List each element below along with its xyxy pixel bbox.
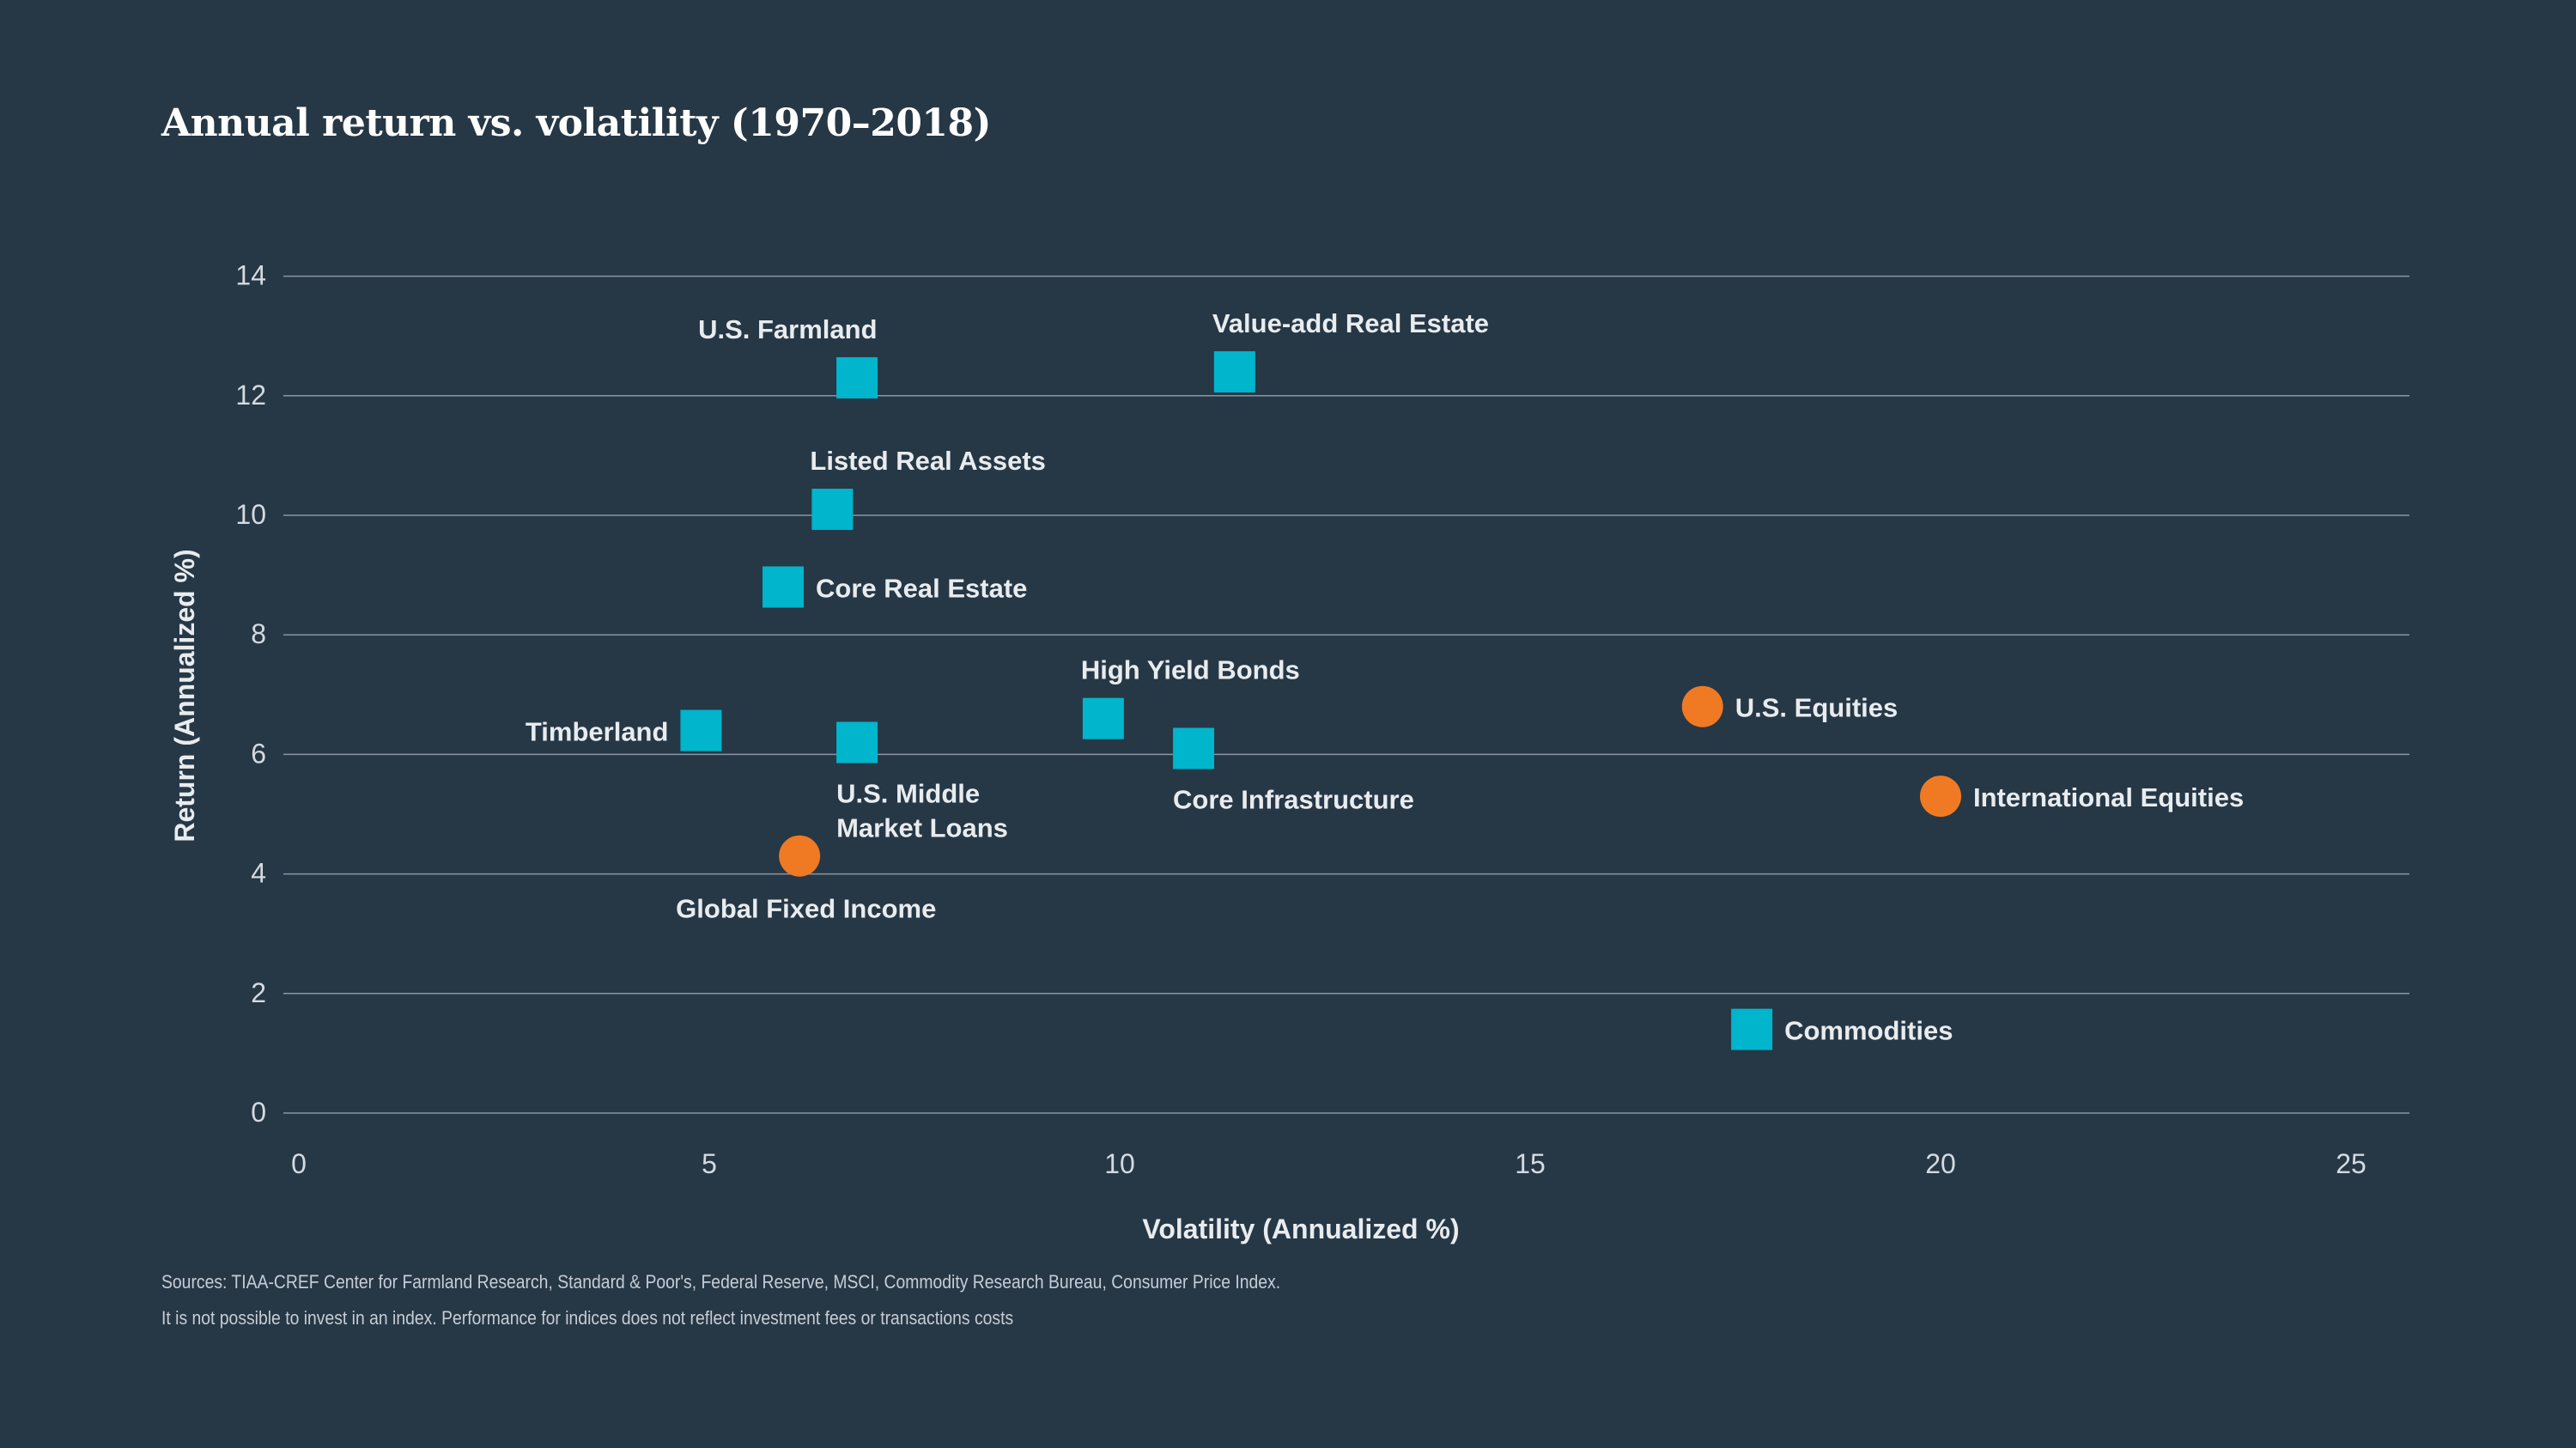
point-label-core-infrastructure: Core Infrastructure [1173,784,1414,814]
point-marker-u-s-middle-market-loans [836,721,878,764]
point-label-international-equities: International Equities [1973,782,2244,812]
point-marker-core-real-estate [762,566,805,608]
point-marker-international-equities [1920,776,1961,818]
point-label-global-fixed-income: Global Fixed Income [676,894,936,924]
point-label-u-s-farmland: U.S. Farmland [698,314,877,344]
point-marker-commodities [1731,1008,1773,1050]
point-marker-value-add-real-estate [1213,350,1255,392]
x-tick-label: 25 [2336,1148,2366,1179]
point-label-core-real-estate: Core Real Estate [816,574,1027,604]
x-axis-label: Volatility (Annualized %) [1142,1214,1459,1244]
y-tick-label: 10 [235,499,266,530]
point-label-timberland: Timberland [526,717,669,747]
point-label-u-s-middle-market-loans: U.S. Middle Market Loans [836,778,1008,843]
point-marker-high-yield-bonds [1082,697,1124,739]
sources-footnote: Sources: TIAA-CREF Center for Farmland R… [161,1271,1281,1293]
point-marker-global-fixed-income [779,835,821,877]
point-label-high-yield-bonds: High Yield Bonds [1081,655,1300,685]
y-tick-label: 6 [251,738,266,769]
y-tick-label: 12 [235,380,266,411]
chart-title: Annual return vs. volatility (1970–2018) [161,101,991,145]
x-tick-label: 5 [702,1148,717,1179]
x-tick-label: 15 [1515,1148,1546,1179]
point-label-value-add-real-estate: Value-add Real Estate [1212,308,1489,338]
x-tick-label: 20 [1925,1148,1956,1179]
point-label-listed-real-assets: Listed Real Assets [810,446,1046,476]
y-tick-label: 4 [251,858,266,889]
point-marker-core-infrastructure [1173,727,1215,770]
y-tick-label: 14 [235,260,266,291]
point-label-u-s-equities: U.S. Equities [1735,693,1898,723]
y-axis-label: Return (Annualized %) [169,549,200,842]
disclaimer-footnote: It is not possible to invest in an index… [161,1307,1014,1329]
point-marker-u-s-equities [1681,685,1723,727]
y-tick-label: 8 [251,618,266,649]
y-tick-label: 0 [251,1097,266,1128]
point-label-commodities: Commodities [1784,1016,1953,1046]
y-tick-label: 2 [251,977,266,1008]
point-marker-timberland [680,709,722,751]
point-marker-listed-real-assets [811,489,854,531]
x-tick-label: 0 [291,1148,307,1179]
x-tick-label: 10 [1104,1148,1135,1179]
point-marker-u-s-farmland [836,356,878,399]
